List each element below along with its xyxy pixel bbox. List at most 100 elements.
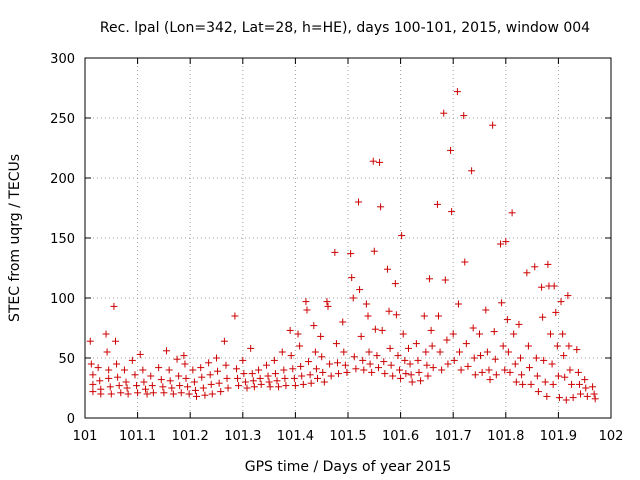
data-point [402, 370, 410, 378]
data-point [429, 364, 437, 372]
data-point [565, 342, 573, 350]
data-point [271, 370, 279, 378]
x-tick-label: 102 [599, 429, 624, 444]
data-point [296, 342, 304, 350]
data-point [160, 389, 168, 397]
data-point [347, 250, 355, 258]
data-point [385, 307, 393, 315]
data-point [574, 368, 582, 376]
data-point [205, 359, 213, 367]
data-point [191, 386, 199, 394]
x-tick-labels: 101 101.1 101.2 101.3 101.4 101.5 101.6 101.7 10… [73, 429, 624, 444]
data-point [457, 366, 465, 374]
data-point [286, 326, 294, 334]
data-point [131, 371, 139, 379]
x-tick-label: 101.7 [435, 429, 472, 444]
data-point [222, 361, 230, 369]
data-point [449, 330, 457, 338]
data-point [468, 167, 476, 175]
data-point [412, 340, 420, 348]
data-point [220, 337, 228, 345]
y-axis-label: STEC from uqrg / TECUs [7, 154, 23, 322]
data-point [198, 373, 206, 381]
data-point [464, 362, 472, 370]
data-point [476, 330, 483, 338]
data-point [377, 203, 385, 211]
data-point [327, 372, 335, 380]
data-point [590, 390, 598, 398]
data-point [469, 324, 477, 332]
data-point [255, 366, 263, 374]
data-point [184, 383, 192, 391]
tick-marks [84, 57, 612, 419]
data-point [485, 366, 493, 374]
data-point [148, 382, 156, 390]
y-tick-label: 0 [67, 412, 75, 427]
data-point [249, 377, 257, 385]
data-point [250, 383, 258, 391]
data-point [208, 390, 216, 398]
y-tick-label: 100 [50, 292, 75, 307]
data-point [89, 388, 97, 396]
data-point [324, 302, 332, 310]
data-point [387, 361, 395, 369]
data-point [553, 342, 561, 350]
data-point [369, 157, 377, 165]
data-point [240, 370, 248, 378]
data-point [317, 332, 325, 340]
data-point [404, 344, 412, 352]
data-point [396, 366, 404, 374]
data-point [511, 360, 519, 368]
data-point [490, 328, 498, 336]
data-point [554, 372, 562, 380]
y-tick-label: 150 [50, 232, 75, 247]
data-point [573, 346, 581, 354]
data-point [335, 370, 343, 378]
x-tick-label: 101.9 [540, 429, 577, 444]
data-point [532, 354, 540, 362]
data-point [331, 248, 339, 256]
data-point [576, 390, 584, 398]
data-point [112, 337, 120, 345]
data-point [201, 391, 209, 399]
data-point [450, 356, 458, 364]
data-point [544, 260, 552, 268]
x-tick-label: 101.5 [329, 429, 366, 444]
data-point [181, 360, 189, 368]
data-point [517, 354, 525, 362]
data-point [423, 361, 431, 369]
data-point [120, 366, 128, 374]
data-point [376, 158, 384, 166]
data-point [326, 360, 334, 368]
data-point [107, 390, 115, 398]
data-point [168, 384, 176, 392]
data-point [123, 384, 131, 392]
data-point [106, 383, 114, 391]
data-point [370, 247, 378, 255]
data-point [524, 342, 532, 350]
data-point [143, 390, 151, 398]
y-tick-label: 200 [50, 172, 75, 187]
chart-title: Rec. lpal (Lon=342, Lat=28, h=HE), days … [100, 20, 590, 36]
data-point [549, 380, 557, 388]
data-point [318, 353, 326, 361]
data-point [197, 364, 205, 372]
data-point [278, 348, 286, 356]
data-point [270, 356, 278, 364]
data-point [575, 380, 583, 388]
data-point [394, 352, 402, 360]
data-point [454, 300, 462, 308]
data-point [422, 348, 430, 356]
data-point [482, 306, 490, 314]
data-point [557, 298, 565, 306]
data-point [591, 395, 599, 403]
data-point [538, 283, 546, 291]
data-point [341, 361, 349, 369]
data-point [199, 384, 207, 392]
data-point [533, 372, 541, 380]
data-point [365, 348, 373, 356]
data-point [266, 383, 274, 391]
data-point [569, 394, 577, 402]
data-point [290, 374, 298, 382]
